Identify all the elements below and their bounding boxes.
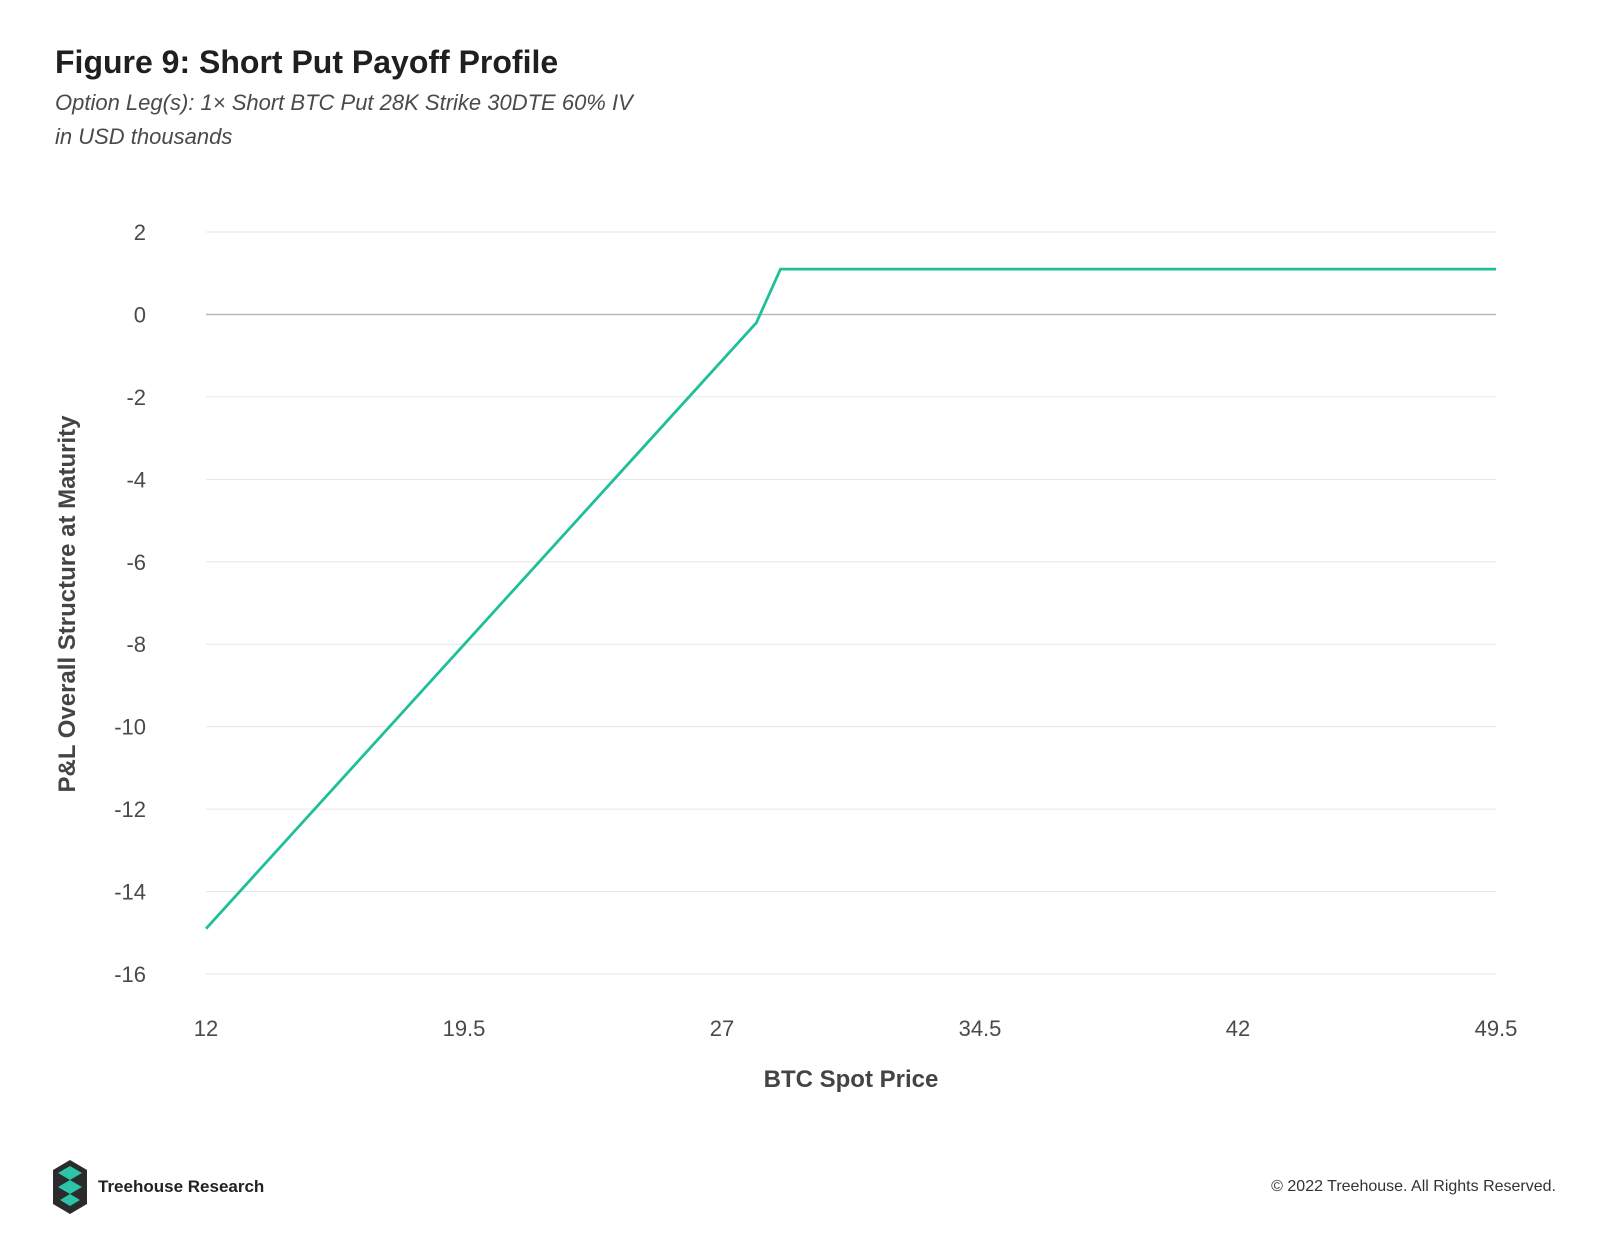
chart-title: Figure 9: Short Put Payoff Profile xyxy=(55,44,559,80)
treehouse-logo-icon xyxy=(53,1160,87,1214)
x-tick-label: 42 xyxy=(1226,1016,1250,1041)
y-tick-label: -12 xyxy=(114,797,146,822)
x-axis-title: BTC Spot Price xyxy=(764,1066,939,1093)
x-tick-label: 27 xyxy=(710,1016,734,1041)
y-tick-label: -8 xyxy=(126,632,146,657)
series-line xyxy=(204,267,1496,930)
x-tick-label: 19.5 xyxy=(443,1016,486,1041)
x-tick-label: 49.5 xyxy=(1475,1016,1518,1041)
x-tick-label: 12 xyxy=(194,1016,218,1041)
x-tick-labels: 12 19.5 27 34.5 42 49.5 xyxy=(194,1016,1518,1041)
y-tick-labels: 2 0 -2 -4 -6 -8 -10 -12 -14 -16 xyxy=(114,220,146,987)
y-tick-label: 0 xyxy=(134,302,146,327)
chart-units-note: in USD thousands xyxy=(55,124,233,149)
y-axis-title: P&L Overall Structure at Maturity xyxy=(54,415,81,793)
x-tick-label: 34.5 xyxy=(959,1016,1002,1041)
y-tick-label: -14 xyxy=(114,880,146,905)
chart-subtitle: Option Leg(s): 1× Short BTC Put 28K Stri… xyxy=(55,90,633,115)
grid-layer xyxy=(206,231,1496,975)
series-layer xyxy=(204,267,1496,930)
y-tick-label: -10 xyxy=(114,715,146,740)
y-tick-label: -4 xyxy=(126,467,146,492)
y-tick-label: -16 xyxy=(114,962,146,987)
footer-copyright: © 2022 Treehouse. All Rights Reserved. xyxy=(1271,1178,1556,1195)
y-tick-label: -6 xyxy=(126,550,146,575)
y-tick-label: -2 xyxy=(126,385,146,410)
y-tick-label: 2 xyxy=(134,220,146,245)
footer-brand: Treehouse Research xyxy=(98,1177,265,1196)
